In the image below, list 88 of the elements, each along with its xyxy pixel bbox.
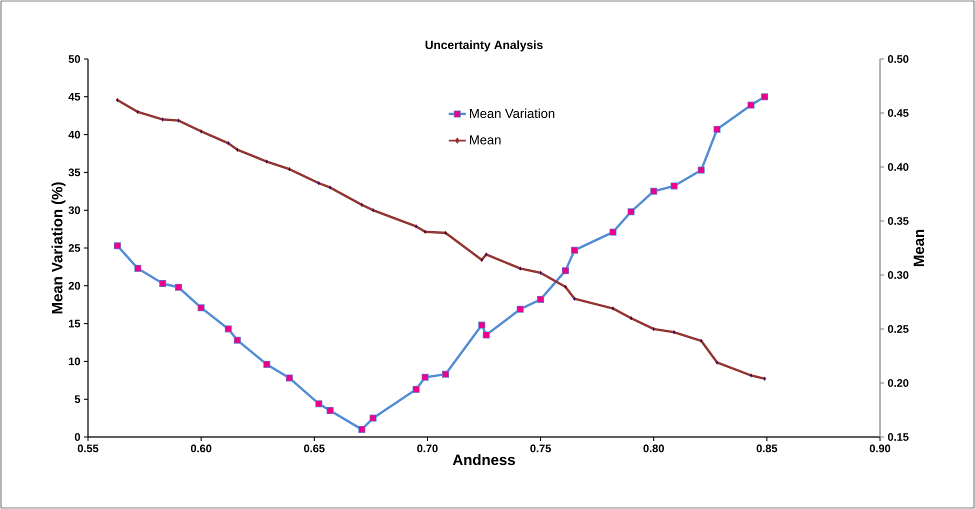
legend-label: Mean Variation bbox=[470, 108, 554, 118]
y-tick-label: 0 bbox=[74, 433, 80, 441]
x-tick-label: 0.60 bbox=[190, 444, 212, 452]
x-axis-title: Andness bbox=[452, 454, 515, 466]
y-tick-label: 40 bbox=[68, 130, 80, 138]
y-tick-label: 20 bbox=[68, 282, 80, 290]
point bbox=[700, 338, 703, 343]
y-tick-label: 30 bbox=[68, 206, 80, 214]
point bbox=[265, 160, 268, 164]
point bbox=[116, 98, 120, 102]
point bbox=[480, 258, 484, 262]
point bbox=[200, 129, 203, 134]
point bbox=[761, 93, 768, 100]
point bbox=[358, 426, 366, 433]
y-tick-label: 25 bbox=[68, 244, 80, 252]
point bbox=[564, 284, 568, 289]
point bbox=[175, 284, 182, 291]
y-tick-label: 50 bbox=[68, 55, 80, 63]
point bbox=[610, 228, 616, 236]
point bbox=[234, 336, 241, 344]
point bbox=[371, 208, 375, 212]
x-tick-label: 0.70 bbox=[417, 444, 438, 452]
y2-axis-title: Mean bbox=[914, 230, 924, 266]
point bbox=[748, 102, 755, 109]
point bbox=[478, 322, 486, 329]
point bbox=[537, 296, 544, 303]
point bbox=[484, 252, 488, 257]
chart-title: Uncertainty Analysis bbox=[426, 40, 543, 52]
point bbox=[317, 181, 320, 186]
y2-tick-label: 0.25 bbox=[888, 325, 909, 333]
x-tick-label: 0.55 bbox=[78, 444, 98, 452]
point bbox=[482, 331, 490, 338]
point bbox=[442, 370, 450, 378]
y2-tick-label: 0.50 bbox=[888, 55, 908, 63]
point bbox=[538, 270, 542, 275]
point bbox=[572, 296, 576, 301]
point bbox=[114, 242, 121, 250]
point bbox=[226, 141, 230, 146]
x-tick-label: 0.85 bbox=[756, 444, 778, 452]
y2-tick-label: 0.45 bbox=[888, 109, 909, 117]
y-tick-label: 15 bbox=[68, 320, 80, 328]
point bbox=[236, 148, 239, 152]
y-tick-label: 5 bbox=[74, 395, 80, 404]
x-tick-label: 0.75 bbox=[530, 444, 551, 452]
y-tick-label: 35 bbox=[68, 168, 80, 176]
y-tick-label: 45 bbox=[68, 92, 80, 101]
point bbox=[518, 266, 522, 271]
y2-tick-label: 0.15 bbox=[888, 433, 909, 441]
y-axis-title: Mean Variation (%) bbox=[52, 182, 66, 314]
point bbox=[263, 360, 270, 368]
point bbox=[326, 407, 334, 414]
point bbox=[412, 386, 420, 393]
point bbox=[562, 267, 569, 274]
point bbox=[715, 360, 719, 365]
point bbox=[134, 264, 142, 272]
y2-tick-label: 0.35 bbox=[888, 217, 909, 225]
point bbox=[161, 117, 164, 122]
point bbox=[360, 202, 364, 207]
point bbox=[650, 188, 658, 195]
point bbox=[698, 166, 705, 174]
x-tick-label: 0.90 bbox=[870, 444, 890, 452]
point bbox=[629, 316, 633, 320]
point bbox=[136, 110, 140, 114]
point bbox=[288, 167, 292, 172]
x-tick-label: 0.80 bbox=[643, 444, 664, 452]
point bbox=[670, 182, 678, 190]
point bbox=[328, 185, 332, 190]
point bbox=[571, 246, 578, 254]
point bbox=[286, 374, 293, 382]
y2-tick-label: 0.20 bbox=[888, 379, 908, 387]
y2-tick-label: 0.30 bbox=[888, 271, 908, 279]
legend-label: Mean bbox=[470, 135, 501, 144]
point bbox=[370, 414, 377, 422]
y2-tick-label: 0.40 bbox=[888, 163, 908, 171]
point bbox=[414, 224, 418, 228]
point bbox=[652, 326, 656, 332]
point bbox=[422, 374, 429, 381]
point bbox=[159, 280, 166, 288]
point bbox=[224, 325, 232, 332]
point bbox=[516, 306, 524, 313]
y-tick-label: 10 bbox=[68, 358, 80, 366]
point bbox=[714, 126, 721, 133]
point bbox=[611, 306, 615, 311]
x-tick-label: 0.65 bbox=[304, 444, 325, 452]
point bbox=[424, 230, 427, 234]
point bbox=[315, 400, 322, 408]
point bbox=[198, 304, 205, 312]
point bbox=[628, 208, 635, 216]
